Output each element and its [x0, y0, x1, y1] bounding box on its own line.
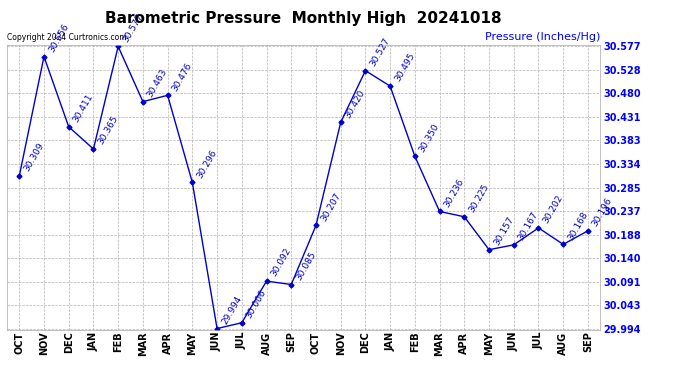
Text: 30.236: 30.236 — [442, 177, 466, 209]
Text: 30.196: 30.196 — [591, 196, 614, 228]
Text: 30.411: 30.411 — [72, 92, 95, 124]
Text: 30.202: 30.202 — [541, 194, 564, 225]
Text: 29.994: 29.994 — [220, 294, 244, 326]
Text: 30.420: 30.420 — [344, 88, 367, 120]
Text: 30.527: 30.527 — [368, 36, 392, 68]
Text: 30.085: 30.085 — [294, 250, 317, 282]
Text: 30.495: 30.495 — [393, 52, 417, 83]
Text: 30.225: 30.225 — [467, 182, 491, 214]
Text: 30.556: 30.556 — [47, 22, 70, 54]
Text: 30.006: 30.006 — [244, 288, 268, 320]
Text: 30.350: 30.350 — [417, 122, 441, 153]
Text: Copyright 2024 Curtronics.com: Copyright 2024 Curtronics.com — [7, 33, 126, 42]
Text: 30.157: 30.157 — [492, 215, 515, 247]
Text: 30.476: 30.476 — [170, 61, 194, 93]
Text: 30.092: 30.092 — [269, 247, 293, 278]
Text: 30.577: 30.577 — [121, 12, 144, 44]
Text: 30.365: 30.365 — [96, 114, 120, 146]
Text: 30.168: 30.168 — [566, 210, 589, 242]
Text: 30.167: 30.167 — [517, 210, 540, 242]
Text: Pressure (Inches/Hg): Pressure (Inches/Hg) — [485, 32, 600, 42]
Text: Barometric Pressure  Monthly High  20241018: Barometric Pressure Monthly High 2024101… — [106, 11, 502, 26]
Text: 30.463: 30.463 — [146, 67, 169, 99]
Text: 30.296: 30.296 — [195, 148, 219, 180]
Text: 30.207: 30.207 — [319, 191, 342, 223]
Text: 30.309: 30.309 — [22, 141, 46, 173]
